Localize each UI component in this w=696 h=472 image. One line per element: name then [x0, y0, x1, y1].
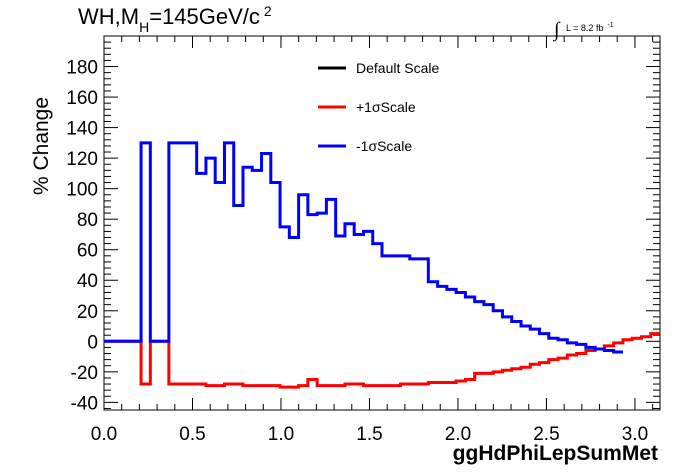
legend-label-minus-1-sigma: -1σScale — [356, 138, 412, 154]
y-tick-label: 0 — [87, 332, 98, 353]
x-tick-label: 0.5 — [179, 424, 205, 445]
y-tick-label: 40 — [77, 271, 98, 292]
y-tick-label: -40 — [71, 393, 98, 414]
x-tick-label: 0.0 — [91, 424, 117, 445]
y-tick-label: 140 — [66, 119, 98, 140]
x-axis: 0.0 0.5 1.0 1.5 2.0 2.5 3.0 — [91, 36, 654, 445]
y-axis: -40 -20 0 20 40 60 80 100 120 140 160 180 — [66, 41, 660, 414]
plot-frame — [103, 35, 661, 411]
y-tick-label: 80 — [77, 210, 98, 231]
x-tick-label: 2.0 — [445, 424, 471, 445]
lumi-integral-symbol: ∫ — [552, 19, 561, 42]
x-tick-label: 1.0 — [268, 424, 294, 445]
chart-title: WH,MH=145GeV/c 2 — [78, 3, 272, 35]
series-layer — [104, 141, 660, 389]
x-tick-label: 3.0 — [622, 424, 648, 445]
y-tick-label: 100 — [66, 180, 98, 201]
y-tick-label: 60 — [77, 241, 98, 262]
y-axis-label: % Change — [30, 97, 53, 195]
y-tick-label: 160 — [66, 88, 98, 109]
y-tick-label: 120 — [66, 149, 98, 170]
x-tick-label: 1.5 — [356, 424, 382, 445]
y-tick-label: -20 — [71, 363, 98, 384]
y-tick-label: 20 — [77, 302, 98, 323]
legend-label-plus-1-sigma: +1σScale — [356, 99, 416, 115]
lumi-label: L = 8.2 fb -1 — [566, 22, 614, 33]
legend: Default Scale +1σScale -1σScale — [318, 60, 439, 154]
legend-label-default-scale: Default Scale — [356, 60, 439, 76]
x-axis-label: ggHdPhiLepSumMet — [453, 442, 658, 465]
x-tick-label: 2.5 — [533, 424, 559, 445]
series-line-minus-1-sigma — [104, 141, 623, 354]
y-tick-label: 180 — [66, 58, 98, 79]
series-line-plus-1-sigma — [104, 332, 660, 389]
